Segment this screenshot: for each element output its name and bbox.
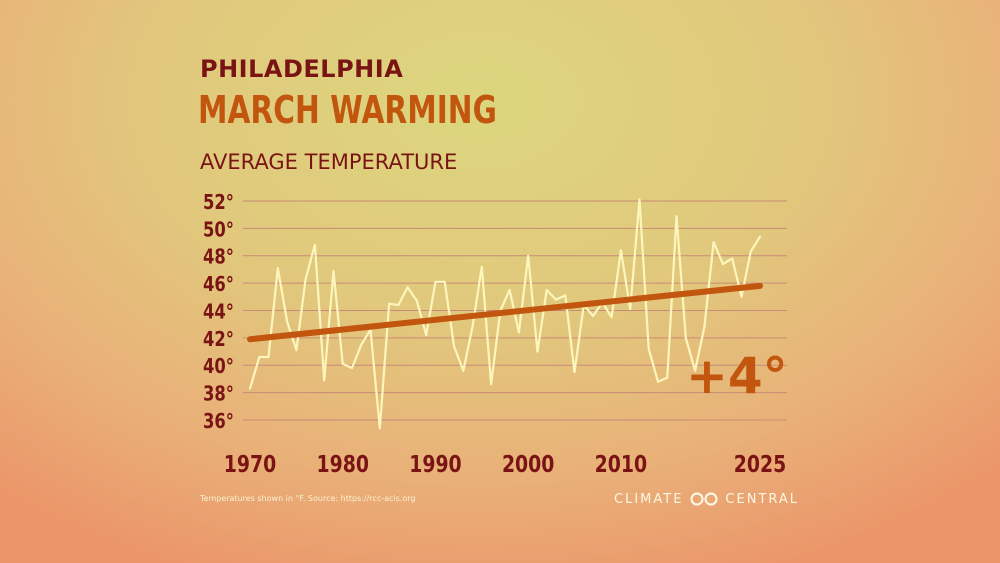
- y-tick-label: 52°: [203, 192, 234, 215]
- x-tick-label: 2000: [502, 450, 554, 477]
- logo-text-right: CENTRAL: [725, 491, 800, 507]
- y-tick-label: 48°: [203, 246, 234, 269]
- x-tick-label: 1970: [224, 450, 276, 477]
- logo-text-left: CLIMATE: [614, 491, 684, 507]
- y-tick-label: 50°: [203, 219, 234, 242]
- y-tick-label: 44°: [203, 301, 234, 324]
- source-footnote: Temperatures shown in °F. Source: https:…: [200, 494, 416, 503]
- y-tick-label: 46°: [203, 274, 234, 297]
- x-tick-label: 1980: [316, 450, 368, 477]
- chart-title: MARCH WARMING: [198, 88, 497, 132]
- climate-central-logo[interactable]: CLIMATE CENTRAL: [614, 490, 799, 508]
- x-tick-label: 1990: [409, 450, 461, 477]
- y-tick-label: 42°: [203, 328, 234, 351]
- chart-subtitle: AVERAGE TEMPERATURE: [200, 150, 458, 174]
- x-tick-label: 2025: [734, 450, 786, 477]
- city-title: PHILADELPHIA: [200, 55, 404, 83]
- observed-temperature-line: [248, 198, 762, 430]
- logo-mark-icon: [689, 492, 719, 506]
- trend-line: [247, 282, 763, 343]
- warming-annotation: +4°: [686, 347, 788, 405]
- x-tick-label: 2010: [595, 450, 647, 477]
- y-tick-label: 40°: [203, 356, 234, 379]
- y-tick-label: 38°: [203, 383, 234, 406]
- y-tick-label: 36°: [203, 411, 234, 434]
